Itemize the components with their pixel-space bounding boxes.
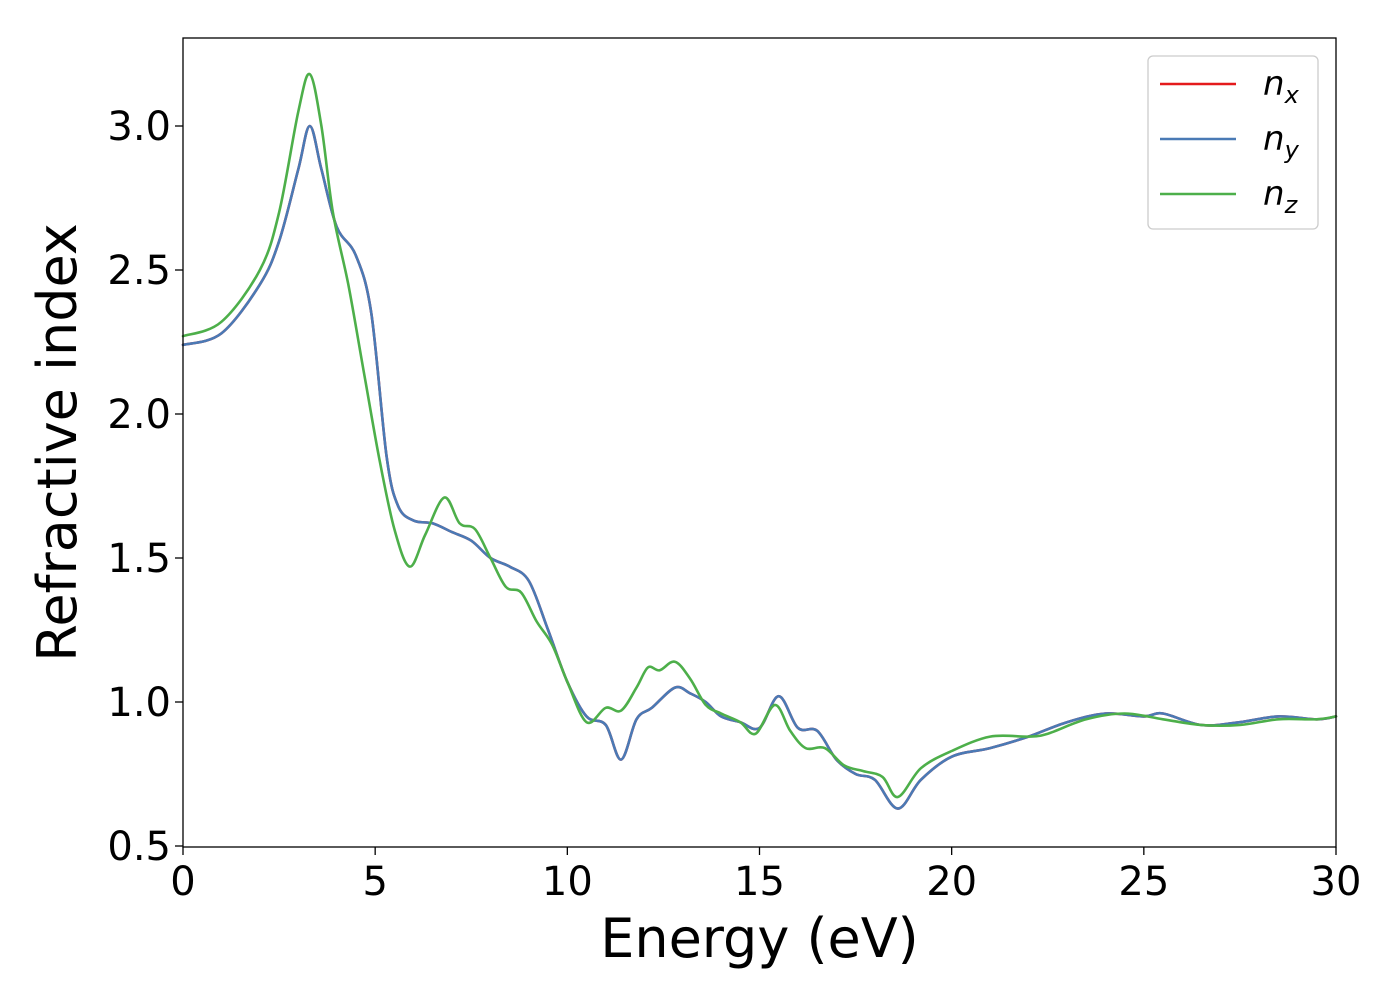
y-tick-label: 1.0: [107, 680, 171, 726]
y-tick-label: 2.5: [107, 248, 171, 294]
legend-label-subscript: x: [1284, 81, 1300, 109]
series-line-nz: [181, 72, 1338, 799]
series-line-ny: [181, 124, 1338, 810]
x-tick-label: 5: [362, 859, 387, 905]
legend-label-subscript: y: [1284, 136, 1300, 164]
x-tick-label: 20: [926, 859, 977, 905]
y-tick-label: 2.0: [107, 392, 171, 438]
y-tick-label: 1.5: [107, 536, 171, 582]
x-axis-ticks: 0 5 10 15 20 25 30: [170, 847, 1361, 905]
x-tick-label: 10: [542, 859, 593, 905]
series-layer: [181, 72, 1338, 810]
x-tick-label: 30: [1311, 859, 1362, 905]
y-axis-title: Refractive index: [26, 223, 89, 662]
legend-box: [1147, 55, 1319, 230]
legend-label-nz: nz: [1263, 174, 1299, 219]
x-tick-label: 0: [170, 859, 195, 905]
legend-label-base: n: [1263, 64, 1285, 104]
legend-label-ny: ny: [1263, 119, 1300, 164]
y-axis-ticks: 0.5 1.0 1.5 2.0 2.5 3.0: [107, 104, 183, 870]
x-tick-label: 25: [1118, 859, 1169, 905]
legend-label-base: n: [1263, 174, 1285, 214]
legend-label-base: n: [1263, 119, 1285, 159]
x-axis-title: Energy (eV): [600, 907, 919, 970]
y-tick-label: 3.0: [107, 104, 171, 150]
x-tick-label: 15: [734, 859, 785, 905]
y-tick-label: 0.5: [107, 824, 171, 870]
legend-label-nx: nx: [1263, 64, 1300, 109]
legend-label-subscript: z: [1284, 191, 1299, 219]
